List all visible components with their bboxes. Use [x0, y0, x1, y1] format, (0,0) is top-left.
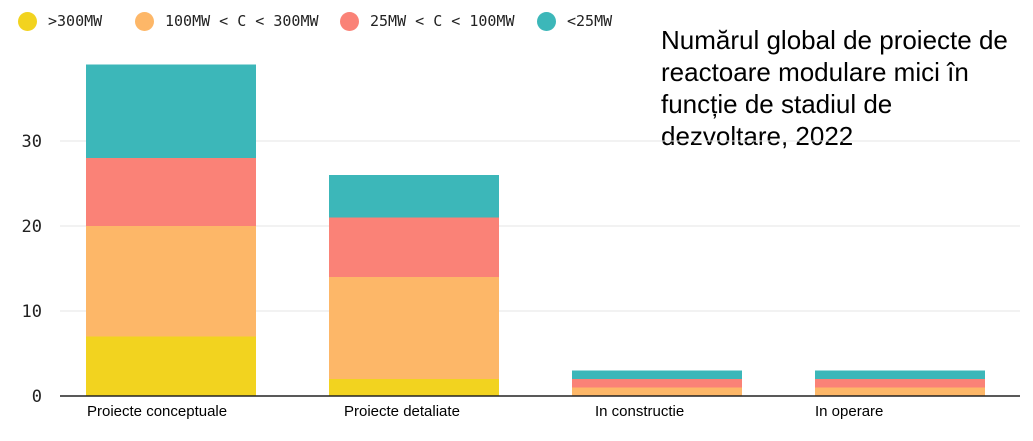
legend-swatch-lt25: [537, 11, 556, 31]
x-tick-label: In constructie: [595, 403, 684, 420]
x-tick-label: In operare: [815, 403, 883, 420]
legend-item-100-300[interactable]: 100MW < C < 300MW: [135, 10, 319, 32]
y-tick-label: 30: [22, 132, 42, 152]
legend-item-25-100[interactable]: 25MW < C < 100MW: [340, 10, 515, 32]
bar-segment: [329, 217, 499, 277]
chart-title: Numărul global de proiecte de reactoare …: [661, 25, 1008, 151]
bar-segment: [572, 387, 742, 396]
legend-swatch-100-300: [135, 11, 154, 31]
bar-segment: [329, 379, 499, 396]
bar-segment: [86, 336, 256, 396]
legend-item-gt300[interactable]: >300MW: [18, 10, 102, 32]
bar-segment: [815, 387, 985, 396]
bar-segment: [86, 226, 256, 337]
legend-label-gt300: >300MW: [48, 12, 103, 30]
bar-segment: [815, 379, 985, 388]
legend-swatch-gt300: [18, 11, 37, 31]
legend-label-lt25: <25MW: [567, 12, 613, 30]
bar-segment: [572, 379, 742, 388]
legend-item-lt25[interactable]: <25MW: [537, 10, 612, 32]
bar-segment: [329, 175, 499, 218]
y-tick-label: 0: [32, 387, 42, 407]
bar-segment: [329, 277, 499, 379]
legend-label-25-100: 25MW < C < 100MW: [370, 12, 515, 30]
y-tick-label: 10: [22, 302, 42, 322]
bar-segment: [815, 370, 985, 379]
legend-label-100-300: 100MW < C < 300MW: [165, 12, 319, 30]
legend-swatch-25-100: [340, 11, 359, 31]
bar-segment: [86, 158, 256, 226]
x-tick-label: Proiecte conceptuale: [87, 403, 227, 420]
y-tick-label: 20: [22, 217, 42, 237]
bar-segment: [572, 370, 742, 379]
bar-segment: [86, 64, 256, 158]
x-tick-label: Proiecte detaliate: [344, 403, 460, 420]
